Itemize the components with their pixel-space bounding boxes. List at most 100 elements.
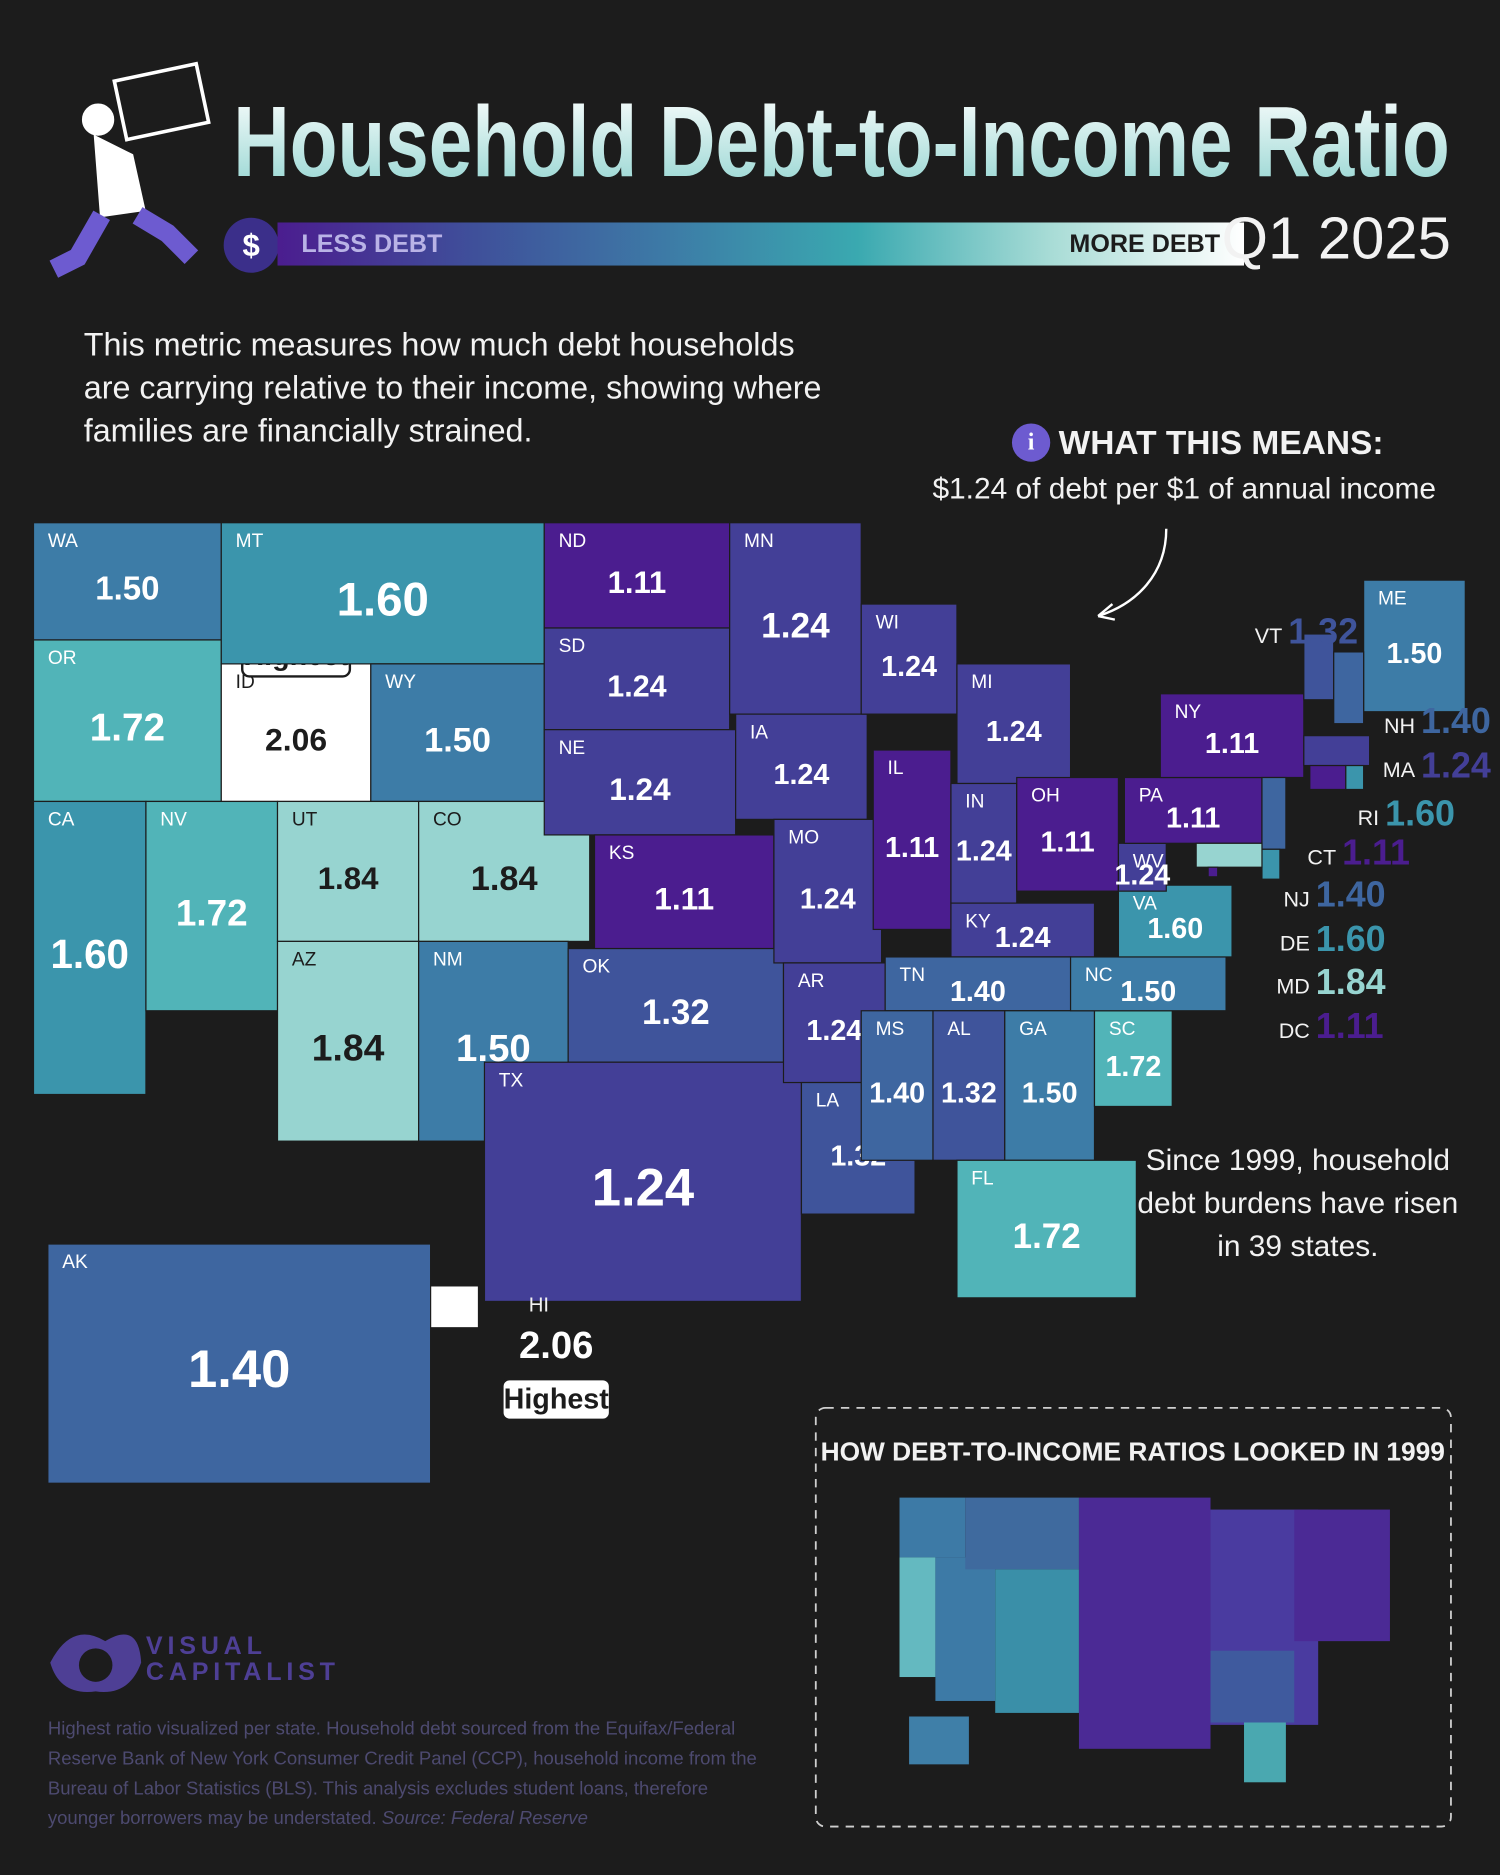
highlight-badge [501, 1377, 612, 1422]
state-abbr: KY [965, 911, 991, 932]
state-abbr: FL [971, 1168, 993, 1189]
state-value: 1.11 [885, 832, 939, 864]
state-abbr: SC [1109, 1019, 1136, 1040]
state-abbr: MD [1276, 975, 1309, 999]
state-value: 1.72 [176, 892, 248, 933]
state [1261, 848, 1281, 880]
state-value: 1.84 [318, 861, 379, 896]
state-value: 1.32 [941, 1078, 997, 1110]
state-value: 1.24 [995, 922, 1051, 954]
state-abbr: PA [1139, 786, 1163, 807]
state [1117, 884, 1233, 958]
state-abbr: DE [1280, 932, 1310, 956]
state-abbr: RI [1358, 806, 1380, 830]
inset-title: HOW DEBT-TO-INCOME RATIOS LOOKED IN 1999 [821, 1436, 1445, 1466]
state-abbr: HI [529, 1295, 549, 1317]
legend-low: LESS DEBT [301, 230, 443, 258]
state-value: 1.24 [986, 716, 1042, 748]
state-abbr: NY [1175, 702, 1202, 723]
state [1333, 651, 1365, 725]
callout-heading: WHAT THIS MEANS: [1059, 425, 1384, 462]
state-value: 1.60 [1385, 793, 1455, 833]
state [47, 1243, 432, 1484]
state-abbr: MA [1383, 758, 1416, 782]
state-value: 1.11 [1040, 826, 1094, 858]
state [220, 663, 372, 803]
footer-text: Highest ratio visualized per state. Hous… [47, 1718, 757, 1829]
state-value: 1.11 [1205, 728, 1259, 760]
info-glyph: i [1028, 429, 1035, 455]
state-abbr: WA [48, 531, 78, 552]
legend-bar [277, 222, 1245, 266]
callout-text: $1.24 of debt per $1 of annual income [932, 472, 1436, 505]
state-abbr: MS [876, 1019, 905, 1040]
state-abbr: OR [48, 648, 77, 669]
state-value: 1.24 [806, 1015, 862, 1047]
state-value: 1.60 [337, 573, 429, 626]
state [956, 1159, 1137, 1299]
state-value: 1.11 [1316, 1006, 1384, 1046]
state-abbr: KS [609, 843, 635, 864]
state-value: 1.32 [642, 994, 710, 1032]
state-abbr: VT [1255, 624, 1282, 648]
state-abbr: DC [1279, 1019, 1310, 1043]
state-abbr: SD [559, 636, 586, 657]
state-abbr: WY [385, 672, 416, 693]
state [950, 782, 1018, 904]
state [1195, 842, 1263, 868]
state [543, 522, 731, 629]
state-value: 1.40 [869, 1078, 925, 1110]
state-abbr: AZ [292, 950, 317, 971]
title: Household Debt-to-Income Ratio [233, 86, 1450, 198]
illustration: $ [49, 61, 279, 278]
state-value: 1.24 [1114, 859, 1170, 891]
state-value: 1.72 [1105, 1051, 1161, 1083]
note-box: Since 1999, household debt burdens have … [1137, 1144, 1458, 1264]
logo [50, 1634, 142, 1692]
state-abbr: IA [750, 722, 768, 743]
brand-line2: CAPITALIST [146, 1658, 340, 1686]
state-value: 1.24 [607, 669, 666, 703]
state-abbr: MO [788, 828, 819, 849]
state-value: 1.60 [1316, 919, 1386, 959]
state-abbr: NV [160, 810, 187, 831]
state-value: 1.24 [881, 651, 937, 683]
state-value: 1.24 [609, 771, 671, 807]
state [220, 522, 545, 665]
state-value: 1.50 [95, 570, 159, 607]
state-abbr: MN [744, 531, 774, 552]
source: Source: Federal Reserve [381, 1808, 588, 1829]
state [1004, 1010, 1096, 1161]
state [1123, 776, 1263, 844]
state-abbr: LA [816, 1091, 840, 1112]
state-value: 1.50 [1022, 1078, 1078, 1110]
state-value: 1.24 [592, 1158, 694, 1217]
state [1016, 776, 1120, 892]
state [370, 663, 545, 803]
state-abbr: NC [1085, 965, 1113, 986]
state-value: 1.11 [1166, 803, 1220, 835]
state-abbr: CO [433, 810, 462, 831]
state-abbr: TN [900, 965, 926, 986]
state-abbr: NE [559, 738, 586, 759]
footer: Highest ratio visualized per state. Hous… [48, 1714, 766, 1834]
state [1207, 866, 1219, 878]
state [1159, 693, 1305, 779]
state-abbr: OK [583, 957, 611, 978]
state-abbr: NJ [1284, 887, 1310, 911]
state-value: 1.40 [1316, 875, 1386, 915]
state-abbr: IL [888, 758, 904, 779]
state [1309, 764, 1347, 791]
state [860, 603, 958, 715]
state-value: 1.72 [90, 706, 165, 749]
state [32, 522, 222, 641]
state [483, 1061, 803, 1303]
state-value: 1.24 [774, 759, 830, 791]
state-abbr: ME [1378, 588, 1407, 609]
state-abbr: AL [947, 1019, 970, 1040]
state-value: 1.40 [950, 976, 1006, 1008]
state-abbr: CA [48, 810, 75, 831]
state-value: 1.50 [1120, 976, 1176, 1008]
state-value: 1.84 [312, 1027, 385, 1069]
